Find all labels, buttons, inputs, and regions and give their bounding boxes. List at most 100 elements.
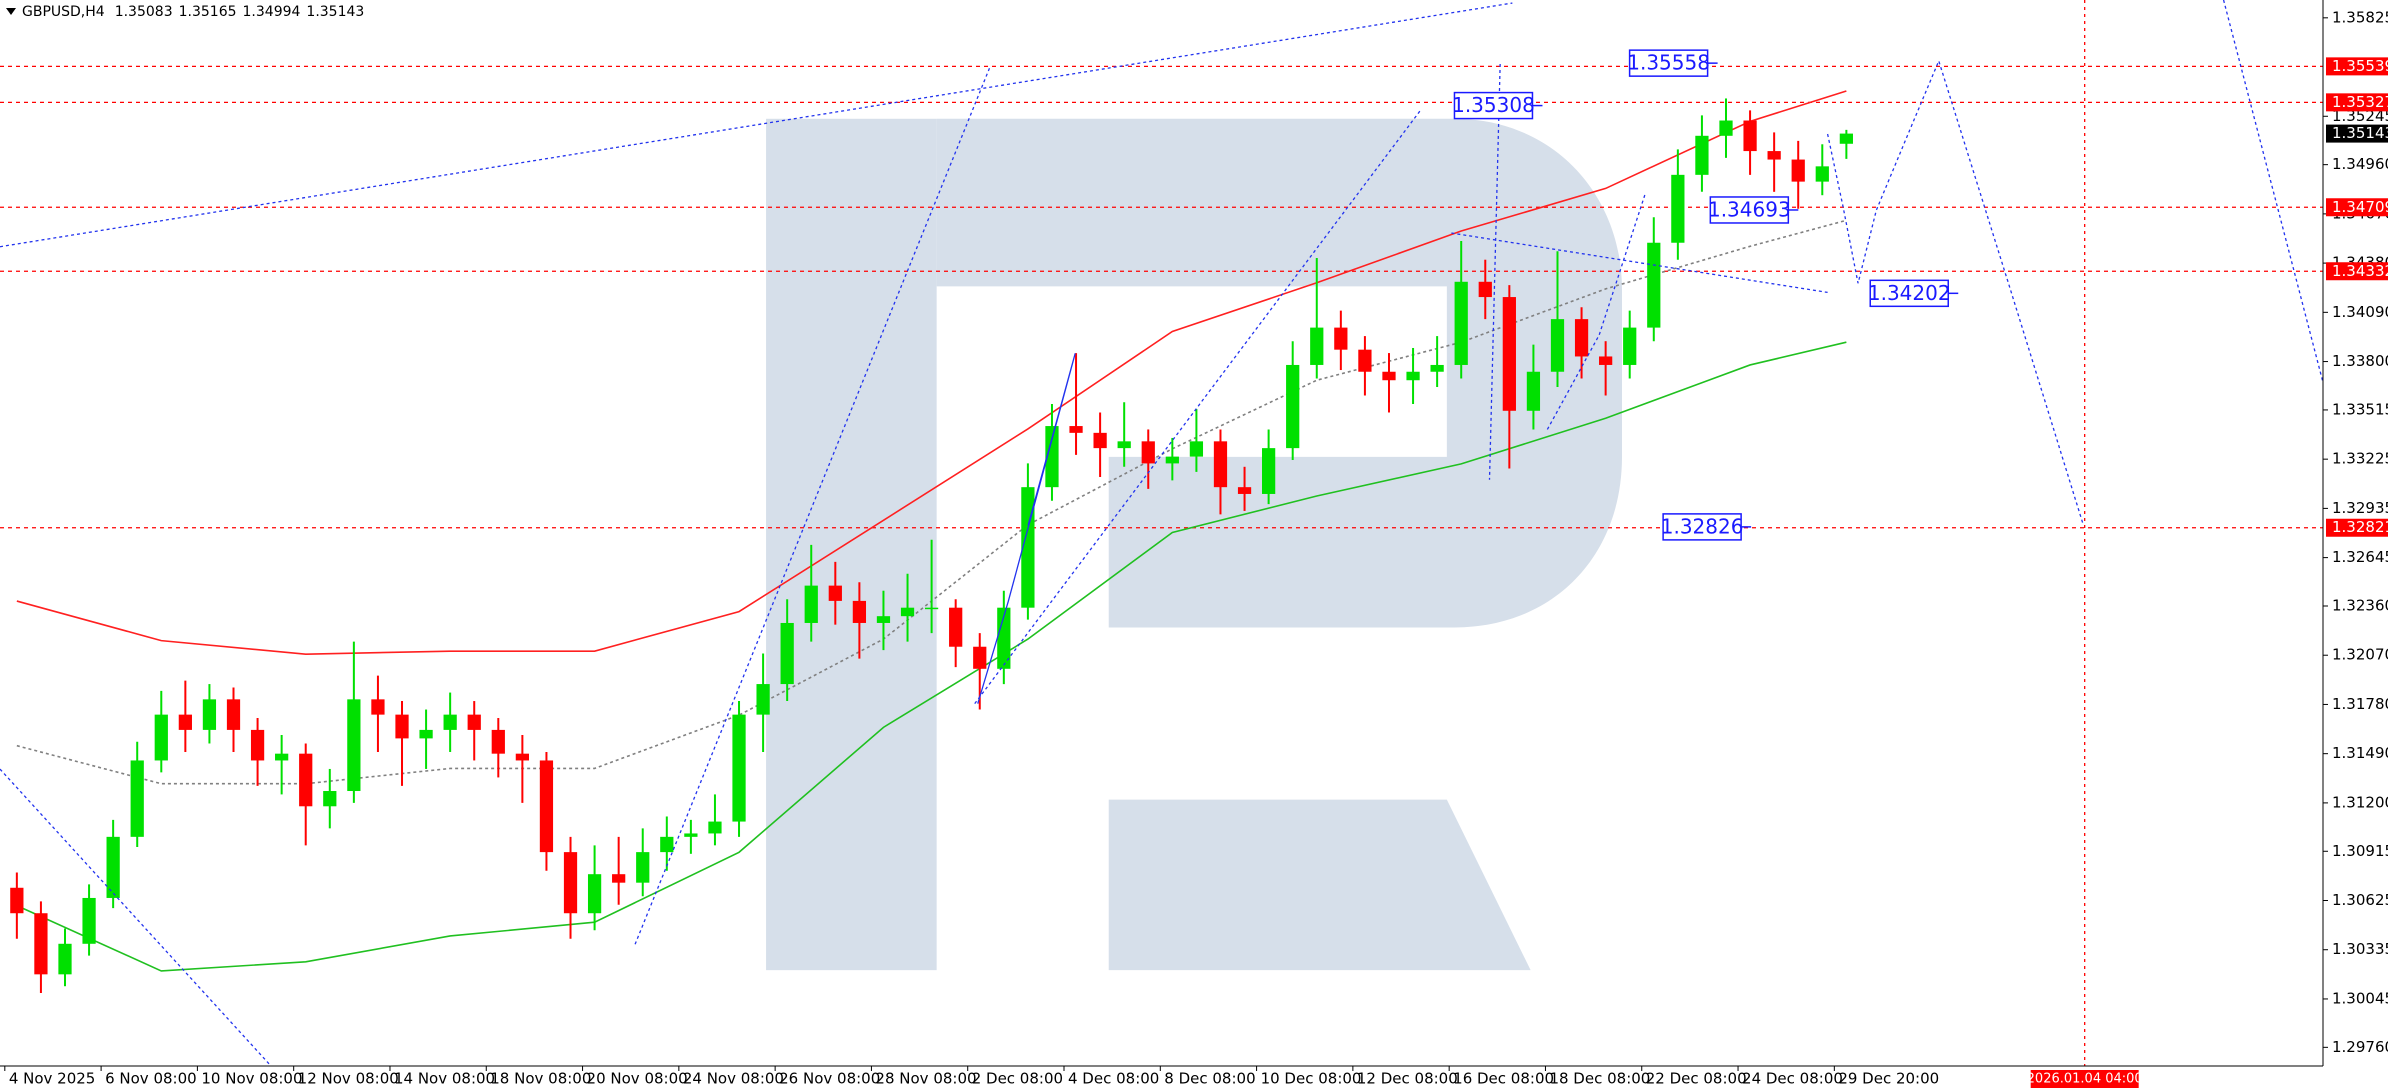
level-label: 1.34709 (2332, 198, 2388, 216)
candle-body (34, 913, 48, 975)
candle-body (876, 616, 891, 623)
candle-body (154, 714, 168, 761)
y-tick-label: 1.31780 (2332, 695, 2388, 713)
x-tick-label: 20 Nov 08:00 (587, 1070, 688, 1088)
candle-body (250, 729, 265, 761)
candle-body (563, 852, 578, 914)
candle-body (539, 760, 554, 853)
trend-drawings (0, 0, 2323, 1066)
x-tick-label: 16 Dec 08:00 (1453, 1070, 1554, 1088)
x-tick-label: 14 Nov 08:00 (394, 1070, 495, 1088)
candle-body (1695, 135, 1709, 175)
candle-body (1382, 371, 1396, 381)
candle-body (1767, 151, 1781, 160)
candle-body (780, 622, 794, 685)
y-tick-label: 1.34090 (2332, 303, 2388, 321)
annotation-label: 1.32826 (1661, 514, 1744, 538)
candle-body (756, 684, 770, 715)
candle-body (804, 585, 818, 623)
x-tick-label: 22 Dec 08:00 (1646, 1070, 1747, 1088)
candle-body (997, 607, 1011, 669)
annotation-label: 1.34693 (1708, 197, 1791, 221)
x-tick-label: 26 Nov 08:00 (779, 1070, 880, 1088)
candle-body (419, 729, 433, 739)
low: 1.34994 (243, 4, 301, 20)
level-label: 1.32821 (2332, 518, 2388, 536)
candle-body (371, 699, 385, 715)
candle-body (1165, 456, 1179, 464)
y-tick-label: 1.35825 (2332, 8, 2388, 26)
candle-body (491, 729, 505, 754)
date-marker-label: 2026.01.04 04:00 (2027, 1072, 2143, 1087)
candle-body (1069, 426, 1083, 433)
candle-body (684, 833, 698, 837)
x-tick-label: 10 Dec 08:00 (1261, 1070, 1362, 1088)
candle-body (1671, 174, 1685, 243)
y-tick-label: 1.30335 (2332, 940, 2388, 958)
x-tick-label: 12 Dec 08:00 (1357, 1070, 1458, 1088)
candle-body (515, 753, 529, 761)
candle-body (587, 874, 602, 914)
candle-body (1406, 371, 1420, 381)
x-tick-label: 29 Dec 20:00 (1838, 1070, 1939, 1088)
annotation-label: 1.35308 (1452, 93, 1535, 117)
moving-average (16, 341, 1847, 972)
x-tick-label: 28 Nov 08:00 (875, 1070, 976, 1088)
candle-body (732, 714, 746, 822)
candle-body (1310, 327, 1324, 365)
menu-triangle (6, 8, 16, 15)
last-price-label: 1.35143 (2332, 124, 2388, 142)
candle-body (1213, 441, 1228, 488)
candle-body (708, 821, 722, 834)
candle-body (1093, 432, 1107, 449)
y-tick-label: 1.32070 (2332, 646, 2388, 664)
candle-body (202, 699, 217, 730)
annotation-box (1453, 91, 1534, 120)
candle-body (1574, 319, 1589, 357)
symbol: GBPUSD,H4 (22, 4, 105, 20)
candle-body (1839, 133, 1853, 144)
candle-body (299, 753, 313, 807)
candle-body (1623, 327, 1637, 365)
y-tick-label: 1.32935 (2332, 499, 2388, 517)
y-tick-label: 1.33225 (2332, 450, 2388, 468)
x-tick-label: 24 Nov 08:00 (683, 1070, 784, 1088)
candle-body (1045, 426, 1059, 488)
candle-body (106, 836, 120, 898)
candle-body (900, 607, 915, 617)
candle-body (347, 699, 361, 792)
y-tick-label: 1.34960 (2332, 155, 2388, 173)
candle-body (1141, 441, 1155, 464)
candle-body (1815, 166, 1829, 182)
candle-body (1189, 441, 1204, 457)
candle-body (178, 714, 192, 730)
x-tick-label: 24 Dec 08:00 (1742, 1070, 1843, 1088)
y-tick-label: 1.30625 (2332, 891, 2388, 909)
last-price-box (2326, 124, 2388, 143)
x-tick-label: 4 Dec 08:00 (1068, 1070, 1159, 1088)
y-tick-label: 1.30045 (2332, 989, 2388, 1007)
candle-body (924, 607, 939, 610)
y-tick-label: 1.29760 (2332, 1038, 2388, 1056)
open: 1.35083 (115, 4, 173, 20)
x-tick-label: 10 Nov 08:00 (201, 1070, 302, 1088)
candle-body (1526, 371, 1541, 411)
candle-body (612, 874, 626, 883)
y-tick-label: 1.31200 (2332, 793, 2388, 811)
candle-body (1358, 349, 1372, 372)
candle-body (1237, 487, 1252, 494)
y-tick-label: 1.33515 (2332, 400, 2388, 418)
candle-body (82, 897, 96, 944)
y-tick-label: 1.31490 (2332, 744, 2388, 762)
candle-body (323, 791, 337, 807)
level-label-box (2326, 57, 2388, 76)
moving-average (16, 90, 1847, 655)
y-tick-label: 1.32645 (2332, 548, 2388, 566)
overlay: 1.35539 1.35327 1.34709 1.34332 1.32821 1.351… (1452, 49, 2388, 1088)
level-label: 1.35539 (2332, 57, 2388, 75)
candle-body (395, 714, 409, 739)
close: 1.35143 (306, 4, 364, 20)
candle-body (1791, 159, 1805, 182)
